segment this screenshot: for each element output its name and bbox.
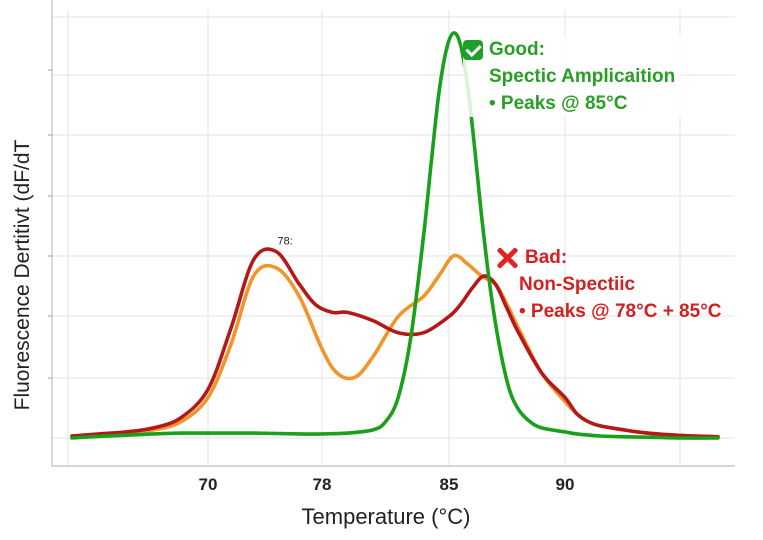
check-icon	[463, 39, 483, 60]
x-axis-label: Temperature (°C)	[302, 504, 471, 529]
axes	[48, 0, 735, 467]
peak-label: 78:	[278, 236, 293, 248]
x-tick-label: 90	[556, 475, 575, 494]
x-tick-label: 85	[440, 475, 459, 494]
x-tick-labels: 70 78 85 90	[199, 475, 575, 494]
good-annotation-head: Good:	[489, 39, 545, 60]
x-tick-label: 78	[313, 475, 332, 494]
bad-annotation: Bad: Non-Spectiic • Peaks @ 78°C + 85°C	[497, 244, 722, 325]
bad-annotation-head: Bad:	[525, 247, 568, 268]
series-group	[70, 31, 720, 440]
y-axis-label: Fluorescence Dertitivt (dF/dT	[11, 139, 34, 410]
series-line-1	[70, 247, 720, 439]
good-annotation: Good: Spectic Amplicaition • Peaks @ 85°…	[463, 36, 682, 117]
series-line-0	[70, 31, 720, 440]
x-tick-label: 70	[199, 475, 218, 494]
good-annotation-line1: Spectic Amplicaition	[489, 66, 676, 87]
cross-icon	[495, 246, 519, 270]
good-annotation-line2: • Peaks @ 85°C	[489, 93, 628, 114]
bad-annotation-line2: • Peaks @ 78°C + 85°C	[519, 301, 722, 322]
bad-annotation-line1: Non-Spectiic	[519, 274, 636, 295]
grid	[52, 10, 735, 466]
